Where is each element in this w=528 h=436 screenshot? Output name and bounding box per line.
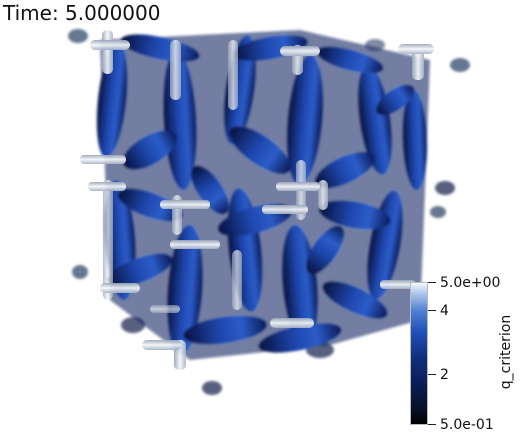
colorbar-gradient <box>410 282 428 425</box>
colorbar-tick-label: 4 <box>440 303 449 319</box>
colorbar-title: q_criterion <box>498 314 514 390</box>
colorbar-tick <box>428 424 436 425</box>
colorbar-tick <box>428 310 436 311</box>
colorbar-tick-label: 5.0e+00 <box>440 275 501 291</box>
core-tubes <box>80 30 434 370</box>
colorbar-tick-label: 5.0e-01 <box>440 417 494 433</box>
colorbar-tick-label: 2 <box>440 367 449 383</box>
time-annotation: Time: 5.000000 <box>3 1 161 25</box>
colorbar-tick <box>428 282 436 283</box>
colorbar-tick <box>428 374 436 375</box>
vortex-structures <box>68 29 470 395</box>
